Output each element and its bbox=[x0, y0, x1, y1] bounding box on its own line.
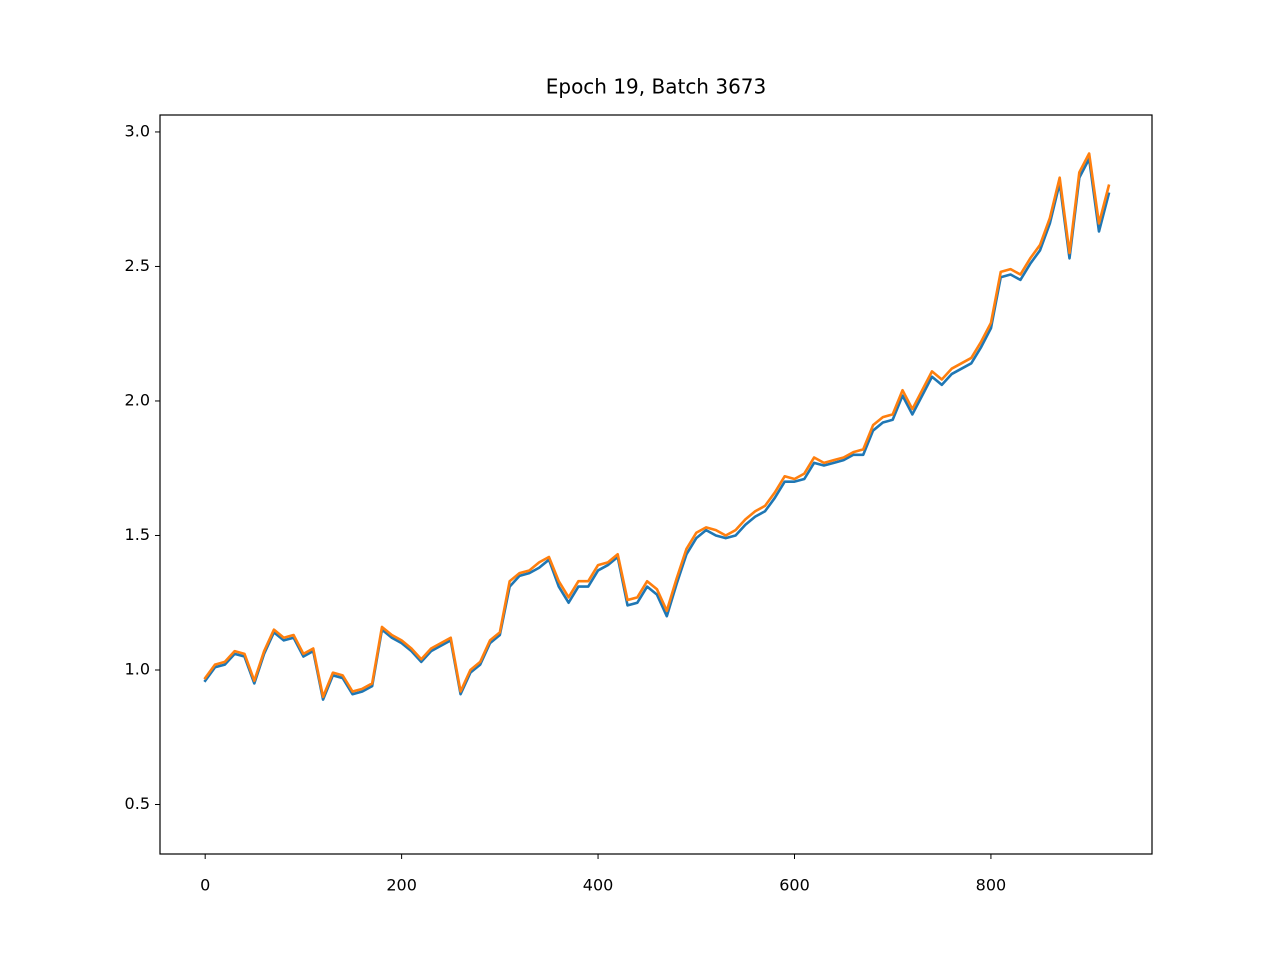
x-tick-label: 600 bbox=[779, 876, 810, 895]
line-series bbox=[203, 157, 1111, 701]
chart-title: Epoch 19, Batch 3673 bbox=[546, 75, 767, 99]
line-series bbox=[203, 152, 1111, 699]
y-tick-label: 1.5 bbox=[125, 525, 150, 544]
x-tick-label: 200 bbox=[386, 876, 417, 895]
x-tick-label: 800 bbox=[976, 876, 1007, 895]
y-tick-label: 1.0 bbox=[125, 659, 150, 678]
y-tick-label: 2.0 bbox=[125, 390, 150, 409]
y-tick-label: 0.5 bbox=[125, 794, 150, 813]
y-tick-label: 3.0 bbox=[125, 121, 150, 140]
x-tick-label: 0 bbox=[200, 876, 210, 895]
y-tick-label: 2.5 bbox=[125, 256, 150, 275]
plot-frame bbox=[159, 114, 1153, 855]
x-tick-label: 400 bbox=[583, 876, 614, 895]
